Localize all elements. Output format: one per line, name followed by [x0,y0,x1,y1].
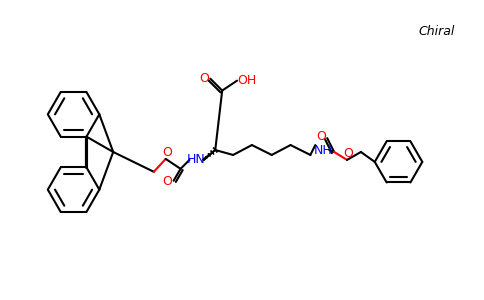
Text: O: O [199,72,209,85]
Text: Chiral: Chiral [418,25,455,38]
Polygon shape [203,150,215,160]
Text: NH: NH [314,143,333,157]
Text: O: O [162,146,172,160]
Text: HN: HN [187,153,206,167]
Text: O: O [317,130,326,142]
Text: O: O [162,175,172,188]
Text: OH: OH [237,74,257,87]
Text: O: O [343,148,353,160]
